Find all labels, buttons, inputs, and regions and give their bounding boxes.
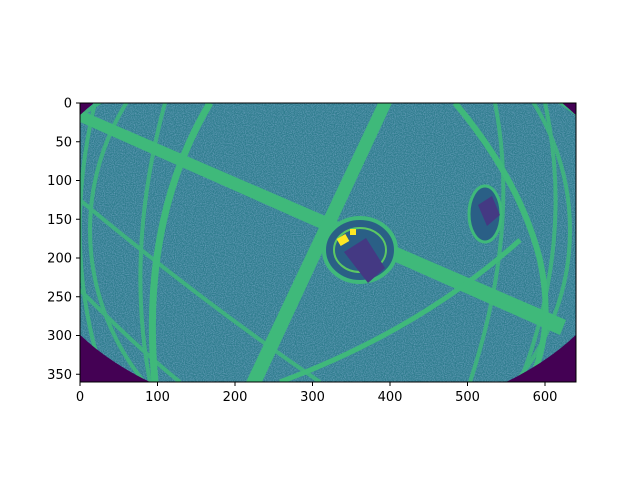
x-axis: 0 100 200 300 400 500 600 xyxy=(76,382,558,405)
x-tick-label: 500 xyxy=(455,390,480,405)
y-tick-label: 50 xyxy=(55,135,72,150)
y-tick-label: 350 xyxy=(47,368,72,383)
y-tick-label: 150 xyxy=(47,213,72,228)
central-mount xyxy=(322,216,398,284)
axes-frame xyxy=(79,102,577,383)
band-right-arc xyxy=(452,103,549,382)
y-tick-label: 200 xyxy=(47,252,72,267)
x-tick-label: 600 xyxy=(533,390,558,405)
y-tick-label: 300 xyxy=(47,329,72,344)
band-bottom-arc xyxy=(279,238,522,382)
y-tick-label: 100 xyxy=(47,174,72,189)
x-tick-label: 300 xyxy=(300,390,325,405)
band-diagonal-2 xyxy=(246,103,392,382)
y-tick-label: 0 xyxy=(64,97,72,112)
x-tick-label: 0 xyxy=(76,390,84,405)
band-left-arc xyxy=(148,103,214,382)
y-axis: 0 50 100 150 200 250 300 350 xyxy=(47,97,80,383)
x-tick-label: 200 xyxy=(223,390,248,405)
right-mount xyxy=(467,184,503,244)
x-tick-label: 100 xyxy=(145,390,170,405)
y-tick-label: 250 xyxy=(47,290,72,305)
x-tick-label: 400 xyxy=(378,390,403,405)
